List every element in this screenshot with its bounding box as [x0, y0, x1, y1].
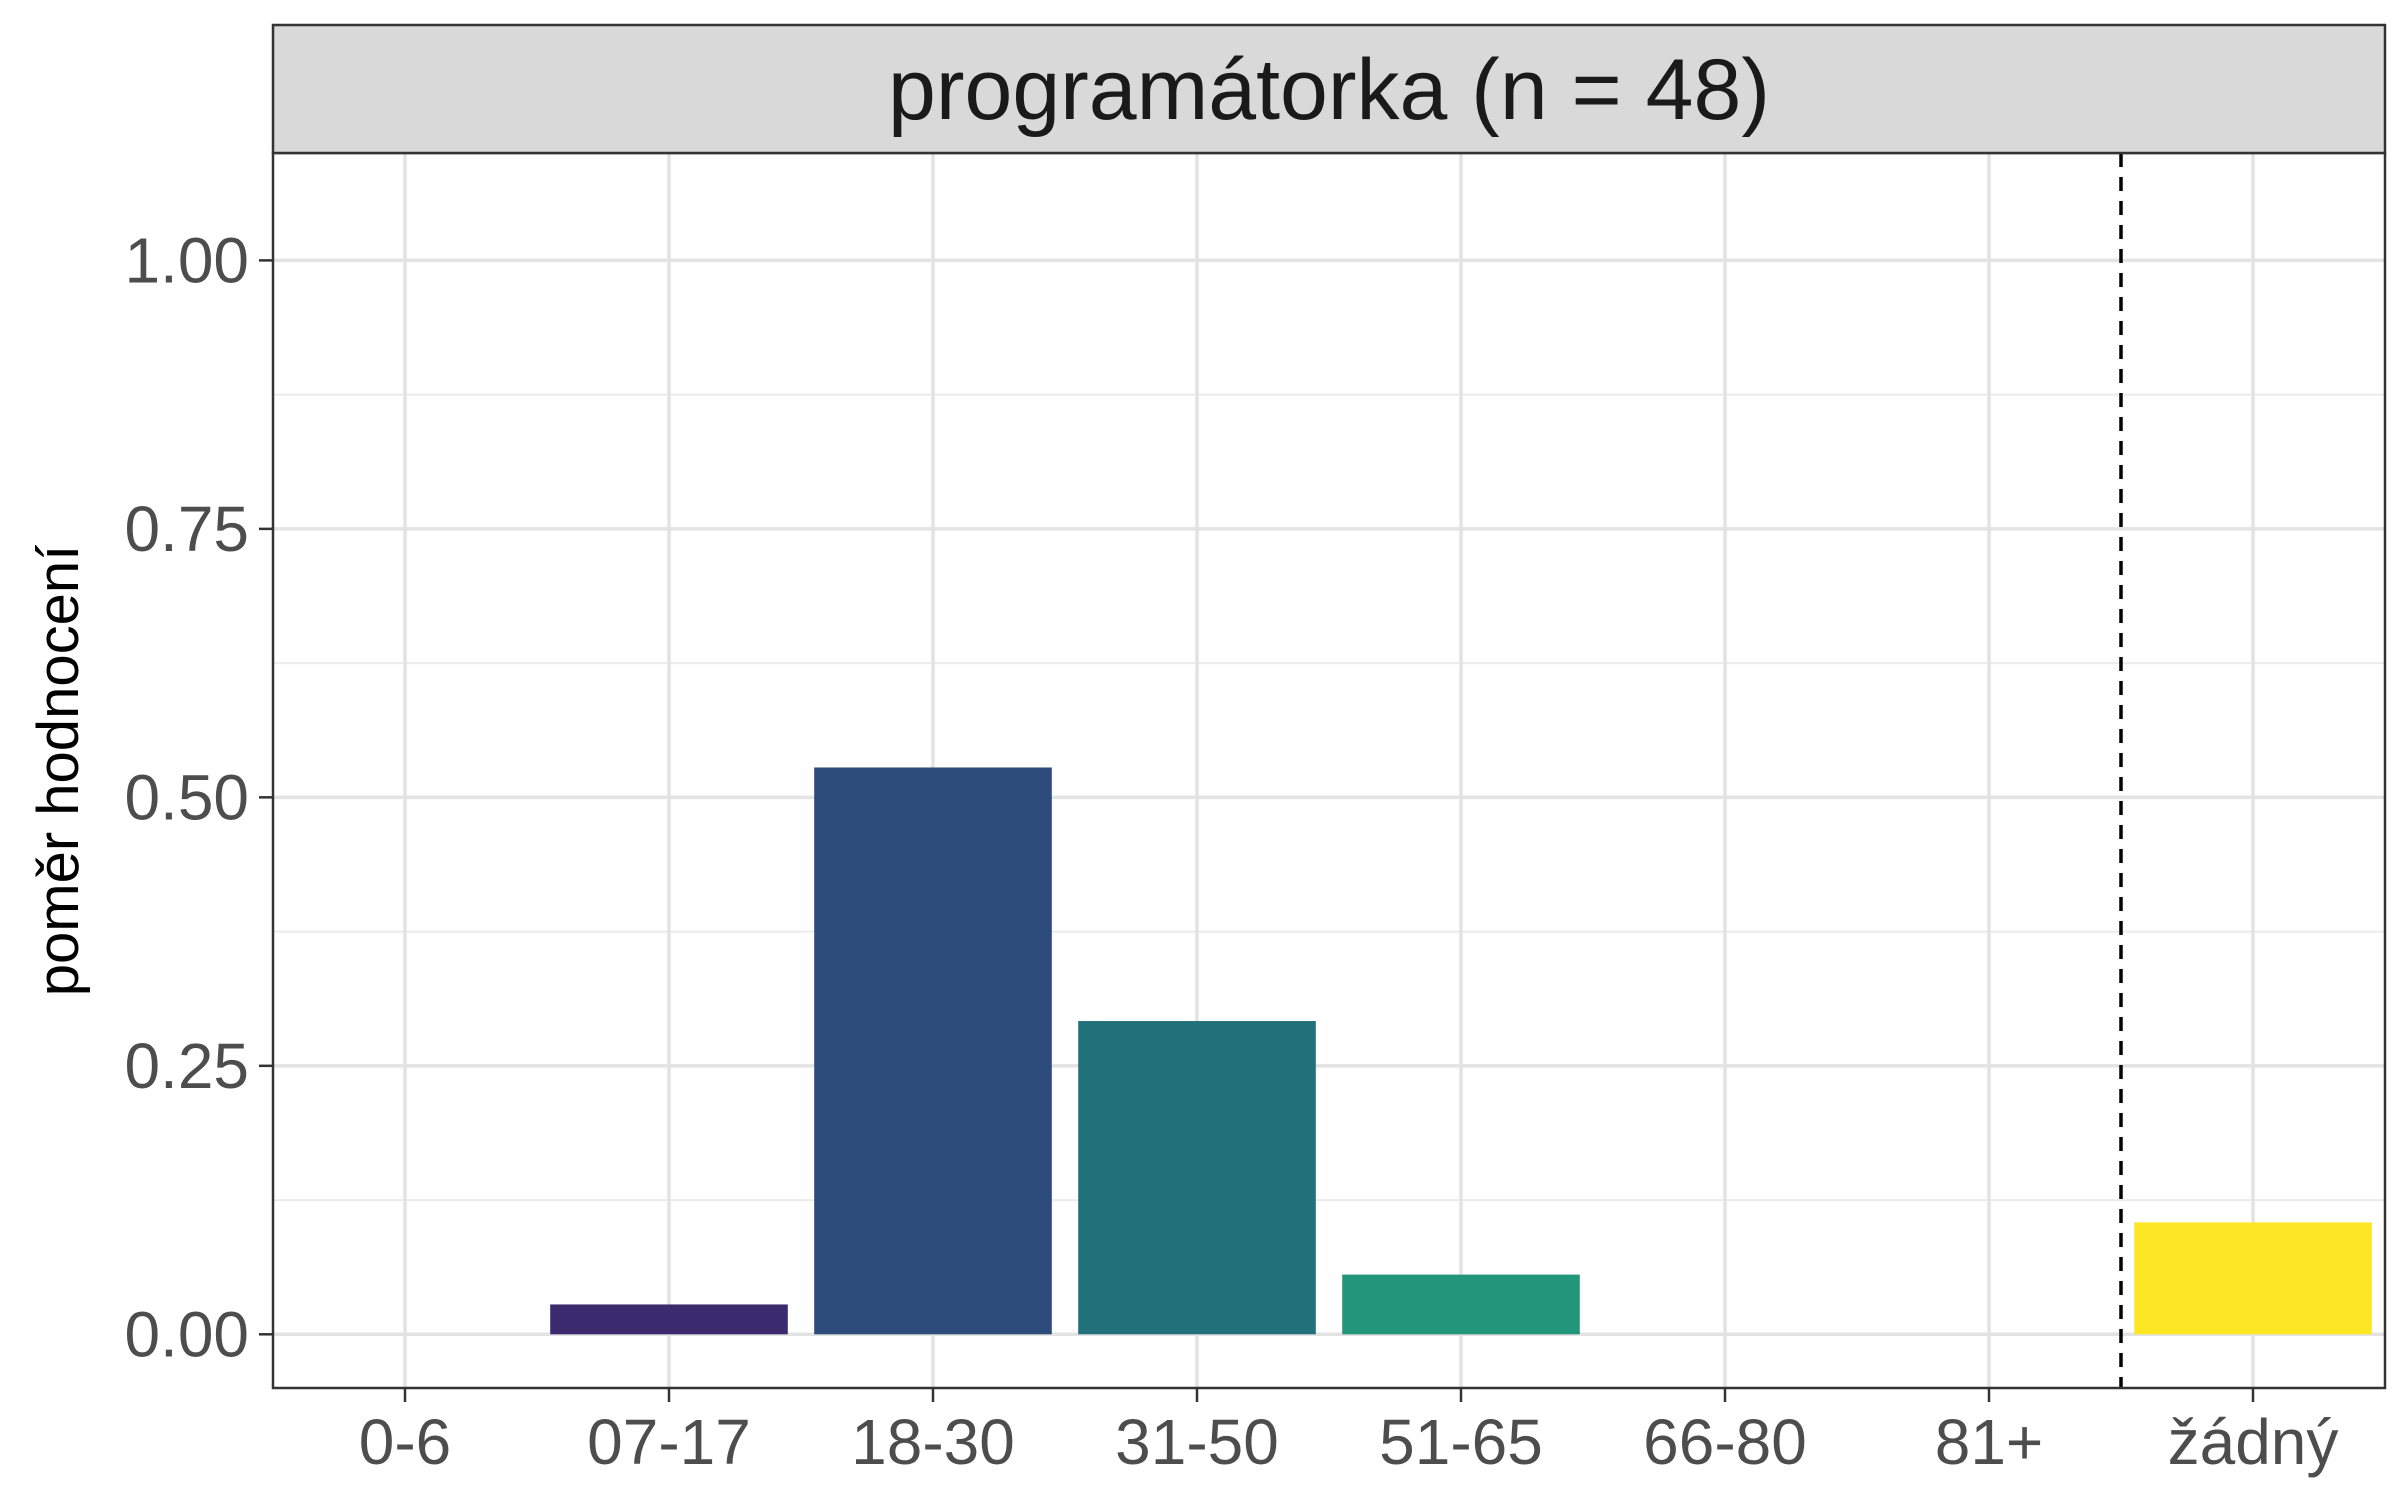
panel-border — [271, 151, 2387, 1390]
y-axis: 0.00 0.25 0.50 0.75 1.00 — [124, 224, 273, 1370]
x-axis: 0-6 07-17 18-30 31-50 51-65 66-80 81+ žádný — [359, 1388, 2339, 1478]
bar-žádný — [2134, 1222, 2372, 1335]
y-tick-label: 0.50 — [124, 761, 249, 833]
x-tick-label: 07-17 — [587, 1406, 751, 1478]
x-tick-label: žádný — [2168, 1406, 2339, 1478]
grid-lines — [273, 153, 2385, 1388]
bar-18-30 — [814, 767, 1052, 1335]
x-tick-label: 18-30 — [851, 1406, 1015, 1478]
x-tick-label: 31-50 — [1115, 1406, 1279, 1478]
bars — [550, 767, 2372, 1335]
y-tick-label: 1.00 — [124, 224, 249, 296]
bar-31-50 — [1078, 1021, 1316, 1335]
y-tick-label: 0.00 — [124, 1298, 249, 1370]
facet-strip: programátorka (n = 48) — [271, 23, 2387, 155]
x-tick-label: 51-65 — [1379, 1406, 1543, 1478]
y-tick-label: 0.75 — [124, 493, 249, 565]
x-tick-label: 0-6 — [359, 1406, 452, 1478]
x-tick-label: 81+ — [1935, 1406, 2044, 1478]
facet-strip-background — [271, 23, 2387, 155]
y-axis-title: poměr hodnocení — [26, 545, 91, 996]
bar-07-17 — [550, 1304, 788, 1335]
x-tick-label: 66-80 — [1643, 1406, 1807, 1478]
y-tick-label: 0.25 — [124, 1030, 249, 1102]
bar-51-65 — [1342, 1274, 1580, 1335]
facet-title: programátorka (n = 48) — [888, 42, 1770, 138]
